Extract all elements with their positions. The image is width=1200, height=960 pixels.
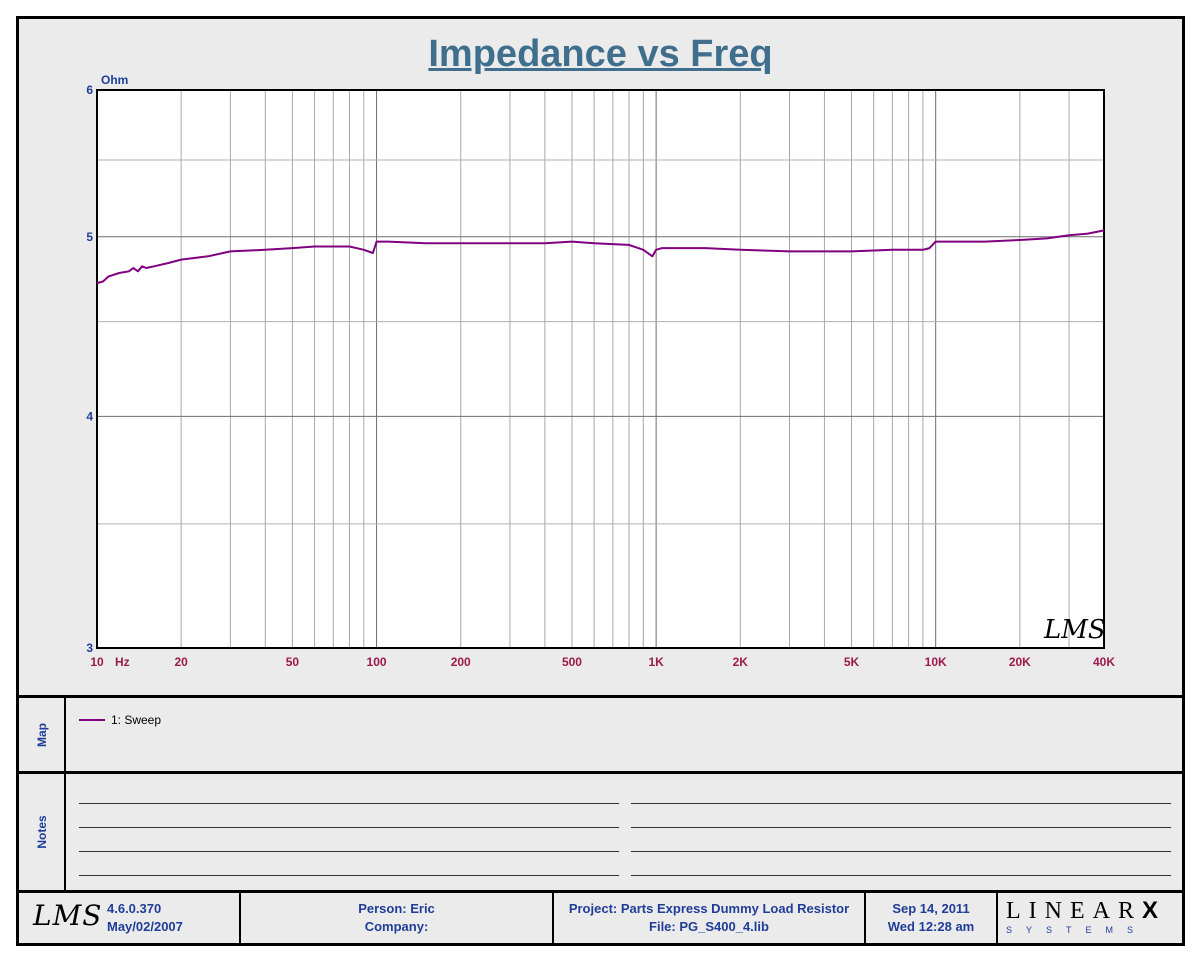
divider: [19, 890, 1182, 893]
notes-side-label: Notes: [19, 774, 66, 890]
footer-date-cell: Sep 14, 2011 Wed 12:28 am: [866, 893, 998, 943]
x-tick-label: 1K: [648, 655, 664, 669]
x-tick-label: 100: [367, 655, 387, 669]
note-line[interactable]: [79, 875, 619, 876]
note-line[interactable]: [631, 875, 1171, 876]
brand-systems: SYSTEMS: [1006, 925, 1148, 935]
time-label: Wed 12:28 am: [887, 919, 975, 934]
lms-watermark: LMS: [1043, 615, 1106, 645]
legend-label: 1: Sweep: [111, 713, 162, 727]
y-tick-label: 4: [86, 409, 93, 423]
brand-linear: LINEAR: [1006, 898, 1142, 924]
build-date: May/02/2007: [107, 919, 183, 934]
report-frame: Impedance vs Freq 3 4 5 6 Ohm 10 20 50 100 200 500…: [16, 16, 1185, 946]
note-line[interactable]: [79, 803, 619, 804]
company-name: Company:: [364, 919, 429, 934]
project-info: Project: Parts Express Dummy Load Resist…: [554, 893, 864, 936]
note-line[interactable]: [79, 827, 619, 828]
footer-project-cell: Project: Parts Express Dummy Load Resist…: [554, 893, 866, 943]
notes-label: Notes: [34, 815, 49, 849]
legend-swatch: [79, 719, 105, 721]
divider: [19, 695, 1182, 698]
map-section: Map 1: Sweep: [19, 698, 1182, 771]
note-line[interactable]: [79, 851, 619, 852]
version-info: 4.6.0.370 May/02/2007: [107, 900, 183, 936]
chart-title: Impedance vs Freq: [428, 33, 773, 75]
legend-entry: 1: Sweep: [79, 713, 161, 727]
footer-version-cell: LMS 4.6.0.370 May/02/2007: [19, 893, 241, 943]
x-tick-label: 10: [90, 655, 104, 669]
date-label: Sep 14, 2011: [892, 901, 970, 916]
y-tick-label: 5: [86, 230, 93, 244]
y-tick-label: 3: [86, 641, 93, 655]
impedance-chart: 3 4 5 6 Ohm 10 20 50 100 200 500 1K 2K 5K 10K 20K 40K Hz L…: [86, 73, 1115, 669]
brand-x: X: [1141, 897, 1166, 924]
file-name: File: PG_S400_4.lib: [649, 919, 769, 934]
project-name: Project: Parts Express Dummy Load Resist…: [568, 901, 850, 916]
x-tick-label: 10K: [925, 655, 947, 669]
footer-person-cell: Person: Eric Company:: [241, 893, 554, 943]
x-axis-label: Hz: [115, 655, 130, 669]
person-name: Person: Eric: [358, 901, 435, 916]
x-tick-label: 200: [451, 655, 471, 669]
person-info: Person: Eric Company:: [241, 893, 552, 936]
divider: [19, 771, 1182, 774]
notes-section: Notes: [19, 774, 1182, 890]
x-tick-label: 500: [562, 655, 582, 669]
x-tick-label: 20K: [1009, 655, 1031, 669]
map-label: Map: [34, 722, 49, 747]
plot-border: [96, 89, 1105, 649]
date-info: Sep 14, 2011 Wed 12:28 am: [866, 893, 996, 936]
footer: LMS 4.6.0.370 May/02/2007 Person: Eric C…: [19, 893, 1182, 943]
x-tick-label: 5K: [844, 655, 860, 669]
series-line: [96, 229, 1105, 285]
x-tick-label: 50: [286, 655, 300, 669]
note-line[interactable]: [631, 851, 1171, 852]
note-line[interactable]: [631, 827, 1171, 828]
map-side-label: Map: [19, 698, 66, 771]
lms-logo: LMS: [33, 899, 103, 932]
footer-brand-cell: LINEARX SYSTEMS: [998, 893, 1182, 943]
version-number: 4.6.0.370: [107, 901, 162, 916]
linearx-logo: LINEARX: [1006, 897, 1166, 925]
x-tick-label: 2K: [733, 655, 749, 669]
chart-panel: Impedance vs Freq 3 4 5 6 Ohm 10 20 50 100 200 500…: [19, 19, 1182, 695]
note-line[interactable]: [631, 803, 1171, 804]
plot-background: [97, 90, 1104, 648]
y-axis-label: Ohm: [101, 73, 128, 87]
x-tick-label: 20: [174, 655, 188, 669]
x-tick-label: 40K: [1093, 655, 1115, 669]
y-tick-label: 6: [86, 83, 93, 97]
